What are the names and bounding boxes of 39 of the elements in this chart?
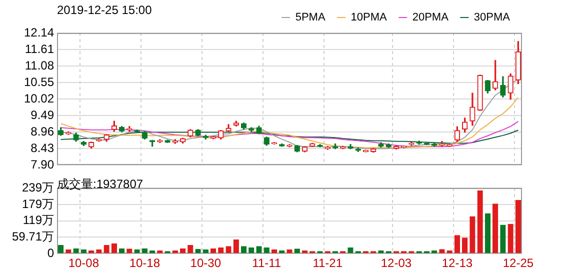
bar [462,238,468,254]
y-tick-label: 7.90 [30,157,54,172]
y-tick-label: 8.96 [30,124,54,138]
legend-label: 5PMA [295,12,326,24]
bar [111,243,117,254]
annotation: 成交量:1937807 [57,176,144,193]
bar [500,224,506,254]
bar [484,213,491,254]
y-tick-label: 179万 [22,196,54,211]
legend-label: 30PMA [474,12,511,24]
x-tick-label: 10-30 [190,256,222,270]
x-tick-label: 10-18 [129,256,160,270]
bar [454,235,460,254]
bar [515,200,522,254]
bar [233,240,239,254]
bar [508,224,514,254]
x-tick-label: 11-21 [312,256,343,270]
y-tick-label: 12.14 [24,25,54,40]
bar [470,216,476,254]
x-tick-label: 11-11 [252,256,282,270]
x-tick-label: 12-25 [502,256,534,270]
y-tick-label: 11.61 [24,42,54,56]
legend-label: 20PMA [412,12,450,24]
y-tick-label: 9.49 [30,108,54,122]
bar [492,204,498,254]
x-tick-label: 12-13 [442,256,473,270]
chart-title: 2019-12-25 15:00 [57,3,152,17]
y-tick-label: 10.02 [24,91,54,106]
legend-label: 10PMA [350,12,388,24]
y-tick-label: 10.55 [24,74,54,89]
y-tick-label: 8.43 [30,140,54,155]
y-tick-label: 119万 [22,213,54,228]
y-tick-label: 11.08 [24,58,54,72]
y-tick-label: 59.71万 [12,230,54,244]
bar [477,190,483,254]
y-tick-label: 0 [47,246,54,260]
x-tick-label: 12-03 [380,256,412,270]
y-tick-label: 239万 [22,180,54,194]
x-tick-label: 10-08 [68,256,100,270]
